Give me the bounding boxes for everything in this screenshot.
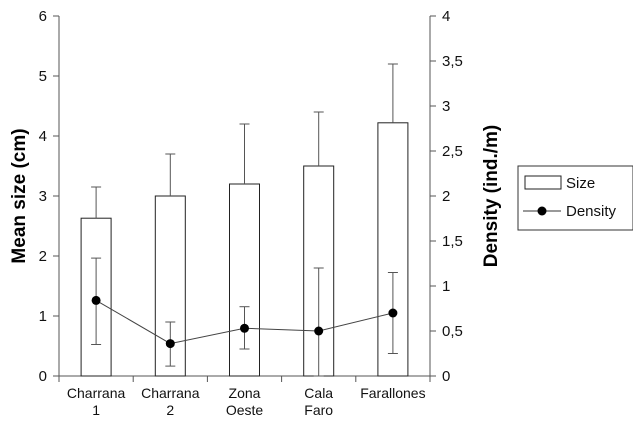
y-tick-label: 4: [39, 128, 47, 145]
y-tick-label: 2: [39, 248, 47, 265]
density-point: [388, 308, 398, 318]
x-tick-label-line: 1: [92, 402, 100, 418]
size-error-bars: [91, 63, 398, 219]
density-point: [91, 295, 101, 305]
x-tick-label-line: Farallones: [360, 385, 425, 401]
y2-tick-label: 2,5: [442, 143, 463, 160]
right-y-axis-ticks: 0 0,5 1 1,5 2 2,5 3 3,5 4: [430, 8, 463, 385]
y-axis-title: Mean size (cm): [9, 128, 30, 263]
size-bars: [80, 122, 409, 377]
x-tick-label-line: Cala: [304, 385, 333, 401]
legend: Size Density: [517, 165, 633, 231]
legend-density-label: Density: [566, 203, 617, 220]
y-tick-label: 6: [39, 8, 47, 25]
x-tick-label-line: Oeste: [226, 402, 264, 418]
legend-size-label: Size: [566, 175, 595, 192]
left-y-axis-ticks: 0 1 2 3 4 5 6: [39, 8, 59, 385]
x-tick-label: Zona Oeste: [226, 385, 264, 418]
x-tick-label: Cala Faro: [304, 385, 333, 418]
legend-size-swatch: [524, 175, 562, 190]
legend-density-marker: [537, 206, 547, 216]
y-tick-label: 5: [39, 68, 47, 85]
x-tick-label: Charrana 2: [141, 385, 200, 418]
x-tick-label-line: Faro: [304, 402, 333, 418]
y2-tick-label: 1: [442, 278, 450, 295]
y-tick-label: 1: [39, 308, 47, 325]
x-tick-label: Charrana 1: [67, 385, 126, 418]
y2-tick-label: 1,5: [442, 233, 463, 250]
x-tick-label-line: Zona: [229, 385, 261, 401]
x-tick-label-line: Charrana: [141, 385, 200, 401]
y2-tick-label: 2: [442, 188, 450, 205]
x-tick-label-line: 2: [166, 402, 174, 418]
density-point: [314, 326, 324, 336]
x-tick-label: Farallones: [360, 385, 425, 401]
y2-tick-label: 0,5: [442, 323, 463, 340]
y2-tick-label: 3: [442, 98, 450, 115]
y2-tick-label: 3,5: [442, 53, 463, 70]
density-point: [165, 339, 175, 349]
x-tick-label-line: Charrana: [67, 385, 126, 401]
y2-tick-label: 4: [442, 8, 450, 25]
size-bar: [80, 217, 112, 377]
y-tick-label: 3: [39, 188, 47, 205]
y-tick-label: 0: [39, 368, 47, 385]
density-series: [91, 257, 398, 377]
y2-tick-label: 0: [442, 368, 450, 385]
y2-axis-title: Density (ind./m): [481, 125, 502, 268]
size-bar: [154, 195, 186, 377]
density-point: [240, 323, 249, 333]
